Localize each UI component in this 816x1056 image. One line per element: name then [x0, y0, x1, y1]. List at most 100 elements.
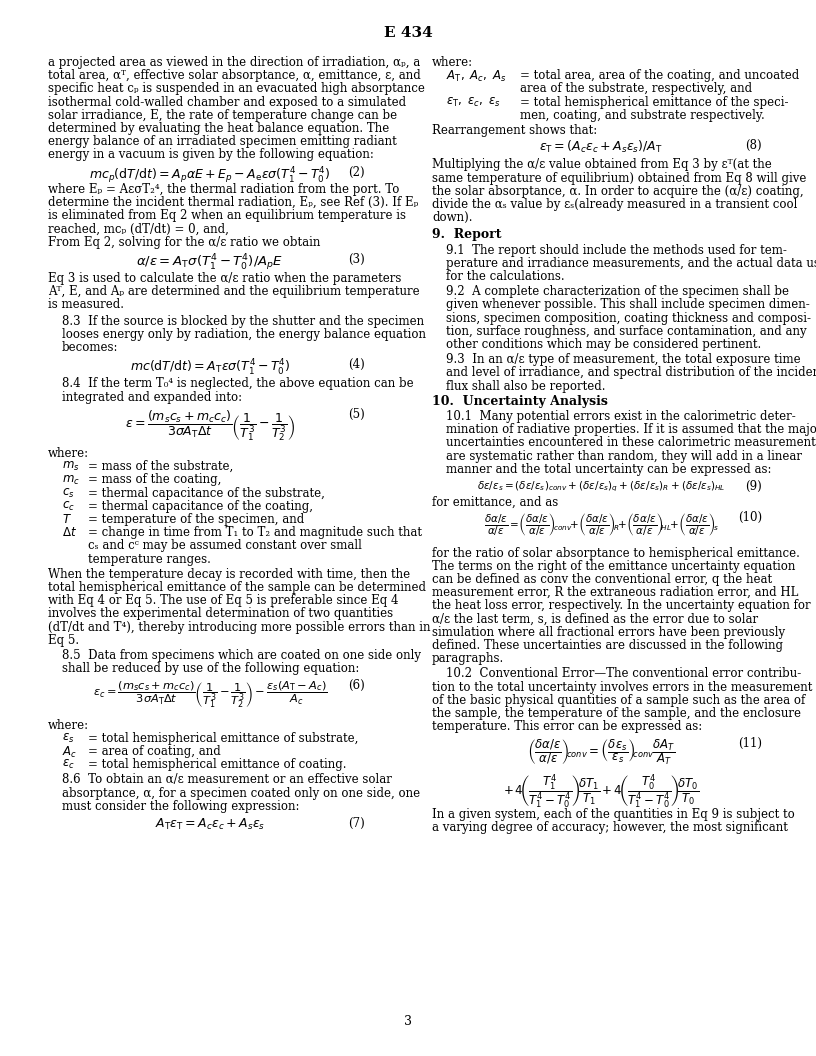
- Text: with Eq 4 or Eq 5. The use of Eq 5 is preferable since Eq 4: with Eq 4 or Eq 5. The use of Eq 5 is pr…: [48, 595, 398, 607]
- Text: cₛ and cᶜ may be assumed constant over small: cₛ and cᶜ may be assumed constant over s…: [88, 540, 361, 552]
- Text: $m_s$: $m_s$: [62, 460, 80, 473]
- Text: $mc(\mathrm{d}T/\mathrm{d}t) = A_\mathrm{T}\varepsilon\sigma(T_1^{4} - T_0^{4})$: $mc(\mathrm{d}T/\mathrm{d}t) = A_\mathrm…: [130, 358, 290, 378]
- Text: (4): (4): [348, 358, 365, 372]
- Text: E 434: E 434: [384, 26, 432, 40]
- Text: 9.1  The report should include the methods used for tem-: 9.1 The report should include the method…: [446, 244, 787, 257]
- Text: a projected area as viewed in the direction of irradiation, αₚ, a: a projected area as viewed in the direct…: [48, 56, 420, 69]
- Text: When the temperature decay is recorded with time, then the: When the temperature decay is recorded w…: [48, 568, 410, 581]
- Text: 3: 3: [404, 1015, 412, 1027]
- Text: = mass of the coating,: = mass of the coating,: [88, 473, 221, 487]
- Text: Eq 5.: Eq 5.: [48, 634, 79, 647]
- Text: total hemispherical emittance of the sample can be determined: total hemispherical emittance of the sam…: [48, 581, 426, 595]
- Text: = total hemispherical emittance of coating.: = total hemispherical emittance of coati…: [88, 758, 347, 771]
- Text: is eliminated from Eq 2 when an equilibrium temperature is: is eliminated from Eq 2 when an equilibr…: [48, 209, 406, 222]
- Text: 9.2  A complete characterization of the specimen shall be: 9.2 A complete characterization of the s…: [446, 285, 789, 298]
- Text: reached, mcₚ (dT/dt) = 0, and,: reached, mcₚ (dT/dt) = 0, and,: [48, 223, 228, 235]
- Text: (5): (5): [348, 408, 365, 420]
- Text: the sample, the temperature of the sample, and the enclosure: the sample, the temperature of the sampl…: [432, 708, 801, 720]
- Text: total area, αᵀ, effective solar absorptance, α, emittance, ε, and: total area, αᵀ, effective solar absorpta…: [48, 70, 421, 82]
- Text: 8.6  To obtain an α/ε measurement or an effective solar: 8.6 To obtain an α/ε measurement or an e…: [62, 773, 392, 787]
- Text: and level of irradiance, and spectral distribution of the incident: and level of irradiance, and spectral di…: [446, 366, 816, 379]
- Text: $A_\mathrm{T},\ A_c,\ A_s$: $A_\mathrm{T},\ A_c,\ A_s$: [446, 70, 507, 84]
- Text: 8.5  Data from specimens which are coated on one side only: 8.5 Data from specimens which are coated…: [62, 649, 421, 662]
- Text: down).: down).: [432, 211, 472, 224]
- Text: defined. These uncertainties are discussed in the following: defined. These uncertainties are discuss…: [432, 639, 783, 652]
- Text: can be defined as conv the conventional error, q the heat: can be defined as conv the conventional …: [432, 573, 772, 586]
- Text: From Eq 2, solving for the α/ε ratio we obtain: From Eq 2, solving for the α/ε ratio we …: [48, 235, 321, 248]
- Text: $\Delta t$: $\Delta t$: [62, 526, 77, 540]
- Text: (7): (7): [348, 817, 365, 830]
- Text: = thermal capacitance of the substrate,: = thermal capacitance of the substrate,: [88, 487, 325, 499]
- Text: for the calculations.: for the calculations.: [446, 270, 565, 283]
- Text: given whenever possible. This shall include specimen dimen-: given whenever possible. This shall incl…: [446, 299, 809, 312]
- Text: 10.2  Conventional Error—The conventional error contribu-: 10.2 Conventional Error—The conventional…: [446, 667, 801, 680]
- Text: (11): (11): [738, 737, 762, 751]
- Text: perature and irradiance measurements, and the actual data used: perature and irradiance measurements, an…: [446, 257, 816, 269]
- Text: $\varepsilon_c$: $\varepsilon_c$: [62, 758, 75, 771]
- Text: energy balance of an irradiated specimen emitting radiant: energy balance of an irradiated specimen…: [48, 135, 397, 148]
- Text: temperature ranges.: temperature ranges.: [88, 552, 211, 566]
- Text: divide the αₛ value by εₛ(already measured in a transient cool: divide the αₛ value by εₛ(already measur…: [432, 199, 797, 211]
- Text: (2): (2): [348, 166, 365, 178]
- Text: isothermal cold-walled chamber and exposed to a simulated: isothermal cold-walled chamber and expos…: [48, 96, 406, 109]
- Text: $A_\mathrm{T}\varepsilon_\mathrm{T} = A_c\varepsilon_c + A_s\varepsilon_s$: $A_\mathrm{T}\varepsilon_\mathrm{T} = A_…: [155, 817, 265, 832]
- Text: where Eₚ = AεσT₂⁴, the thermal radiation from the port. To: where Eₚ = AεσT₂⁴, the thermal radiation…: [48, 183, 399, 195]
- Text: shall be reduced by use of the following equation:: shall be reduced by use of the following…: [62, 662, 359, 675]
- Text: uncertainties encountered in these calorimetric measurements: uncertainties encountered in these calor…: [446, 436, 816, 450]
- Text: $m_c$: $m_c$: [62, 473, 80, 487]
- Text: Aᵀ, E, and Aₚ are determined and the equilibrium temperature: Aᵀ, E, and Aₚ are determined and the equ…: [48, 285, 419, 298]
- Text: must consider the following expression:: must consider the following expression:: [62, 799, 299, 813]
- Text: = total hemispherical emittance of substrate,: = total hemispherical emittance of subst…: [88, 732, 358, 744]
- Text: 9.3  In an α/ε type of measurement, the total exposure time: 9.3 In an α/ε type of measurement, the t…: [446, 353, 800, 366]
- Text: flux shall also be reported.: flux shall also be reported.: [446, 379, 605, 393]
- Text: 9.  Report: 9. Report: [432, 228, 502, 242]
- Text: $c_c$: $c_c$: [62, 499, 75, 513]
- Text: $\varepsilon = \dfrac{(m_sc_s + m_cc_c)}{3\sigma A_\mathrm{T}\Delta t}\left(\dfr: $\varepsilon = \dfrac{(m_sc_s + m_cc_c)}…: [125, 408, 295, 442]
- Text: are systematic rather than random, they will add in a linear: are systematic rather than random, they …: [446, 450, 802, 463]
- Text: α/ε the last term, s, is defined as the error due to solar: α/ε the last term, s, is defined as the …: [432, 612, 758, 625]
- Text: mination of radiative properties. If it is assumed that the major: mination of radiative properties. If it …: [446, 423, 816, 436]
- Text: area of the substrate, respectively, and: area of the substrate, respectively, and: [520, 82, 752, 95]
- Text: 8.3  If the source is blocked by the shutter and the specimen: 8.3 If the source is blocked by the shut…: [62, 315, 424, 327]
- Text: 8.4  If the term T₀⁴ is neglected, the above equation can be: 8.4 If the term T₀⁴ is neglected, the ab…: [62, 377, 414, 391]
- Text: (8): (8): [745, 139, 762, 152]
- Text: solar irradiance, E, the rate of temperature change can be: solar irradiance, E, the rate of tempera…: [48, 109, 397, 121]
- Text: men, coating, and substrate respectively.: men, coating, and substrate respectively…: [520, 109, 765, 121]
- Text: = mass of the substrate,: = mass of the substrate,: [88, 460, 233, 473]
- Text: energy in a vacuum is given by the following equation:: energy in a vacuum is given by the follo…: [48, 149, 374, 162]
- Text: = area of coating, and: = area of coating, and: [88, 744, 221, 758]
- Text: $+\, 4\!\left(\dfrac{T_1^{4}}{T_1^{4} - T_0^{4}}\right)\!\dfrac{\delta T_1}{T_1}: $+\, 4\!\left(\dfrac{T_1^{4}}{T_1^{4} - …: [503, 773, 699, 811]
- Text: the heat loss error, respectively. In the uncertainty equation for: the heat loss error, respectively. In th…: [432, 600, 810, 612]
- Text: other conditions which may be considered pertinent.: other conditions which may be considered…: [446, 338, 761, 351]
- Text: same temperature of equilibrium) obtained from Eq 8 will give: same temperature of equilibrium) obtaine…: [432, 172, 806, 185]
- Text: where:: where:: [48, 718, 89, 732]
- Text: Eq 3 is used to calculate the α/ε ratio when the parameters: Eq 3 is used to calculate the α/ε ratio …: [48, 272, 401, 285]
- Text: (6): (6): [348, 679, 365, 693]
- Text: = total hemispherical emittance of the speci-: = total hemispherical emittance of the s…: [520, 96, 788, 109]
- Text: for emittance, and as: for emittance, and as: [432, 496, 558, 509]
- Text: a varying degree of accuracy; however, the most significant: a varying degree of accuracy; however, t…: [432, 821, 788, 834]
- Text: looses energy only by radiation, the energy balance equation: looses energy only by radiation, the ene…: [62, 327, 426, 341]
- Text: 10.1  Many potential errors exist in the calorimetric deter-: 10.1 Many potential errors exist in the …: [446, 410, 796, 423]
- Text: (9): (9): [745, 480, 762, 493]
- Text: $mc_p(\mathrm{d}T/\mathrm{d}t) = A_p\alpha E + E_p - A_\mathrm{e}\varepsilon\sig: $mc_p(\mathrm{d}T/\mathrm{d}t) = A_p\alp…: [89, 166, 330, 186]
- Text: $A_c$: $A_c$: [62, 744, 77, 760]
- Text: absorptance, α, for a specimen coated only on one side, one: absorptance, α, for a specimen coated on…: [62, 787, 420, 799]
- Text: tion, surface roughness, and surface contamination, and any: tion, surface roughness, and surface con…: [446, 325, 807, 338]
- Text: $\varepsilon_s$: $\varepsilon_s$: [62, 732, 74, 744]
- Text: = thermal capacitance of the coating,: = thermal capacitance of the coating,: [88, 499, 313, 513]
- Text: (10): (10): [738, 511, 762, 525]
- Text: Rearrangement shows that:: Rearrangement shows that:: [432, 124, 597, 137]
- Text: determine the incident thermal radiation, Eₚ, see Ref (3). If Eₚ: determine the incident thermal radiation…: [48, 196, 419, 209]
- Text: = change in time from T₁ to T₂ and magnitude such that: = change in time from T₁ to T₂ and magni…: [88, 526, 422, 540]
- Text: where:: where:: [48, 447, 89, 460]
- Text: the solar absorptance, α. In order to acquire the (α/ε) coating,: the solar absorptance, α. In order to ac…: [432, 185, 804, 197]
- Text: determined by evaluating the heat balance equation. The: determined by evaluating the heat balanc…: [48, 122, 389, 135]
- Text: Multiplying the α/ε value obtained from Eq 3 by εᵀ(at the: Multiplying the α/ε value obtained from …: [432, 158, 772, 171]
- Text: becomes:: becomes:: [62, 341, 118, 354]
- Text: $T$: $T$: [62, 513, 72, 526]
- Text: In a given system, each of the quantities in Eq 9 is subject to: In a given system, each of the quantitie…: [432, 808, 795, 821]
- Text: = total area, area of the coating, and uncoated: = total area, area of the coating, and u…: [520, 70, 799, 82]
- Text: temperature. This error can be expressed as:: temperature. This error can be expressed…: [432, 720, 703, 733]
- Text: for the ratio of solar absorptance to hemispherical emittance.: for the ratio of solar absorptance to he…: [432, 547, 800, 560]
